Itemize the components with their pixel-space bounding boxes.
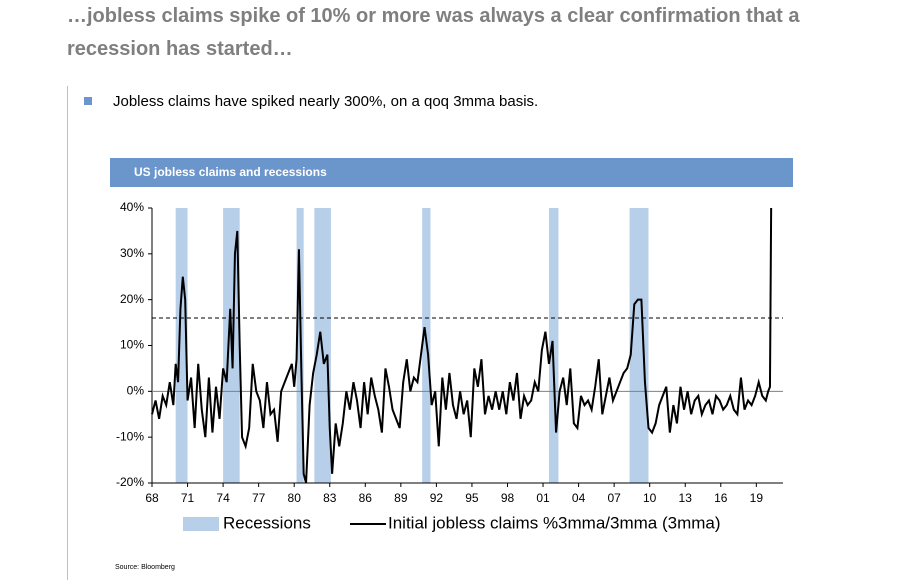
chart-header xyxy=(110,158,793,187)
x-tick-label: 77 xyxy=(252,491,266,505)
y-tick-label: 0% xyxy=(127,384,145,398)
headline-line: …jobless claims spike of 10% or more was… xyxy=(67,5,800,27)
y-tick-label: 20% xyxy=(120,292,144,306)
headline-line: recession has started… xyxy=(67,38,293,60)
legend-label: Initial jobless claims %3mma/3mma (3mma) xyxy=(388,513,721,532)
x-tick-label: 16 xyxy=(714,491,728,505)
y-tick-label: -20% xyxy=(116,475,144,489)
x-tick-label: 19 xyxy=(750,491,764,505)
x-tick-label: 07 xyxy=(607,491,621,505)
x-tick-label: 74 xyxy=(216,491,230,505)
bullet-text: Jobless claims have spiked nearly 300%, … xyxy=(113,93,538,110)
recession-band xyxy=(548,208,559,483)
x-tick-label: 01 xyxy=(536,491,550,505)
x-tick-label: 86 xyxy=(359,491,373,505)
source: Source: Bloomberg xyxy=(115,564,175,571)
plot: 40% 30% 20% 10% 0% -10% -20%68 71 74 77 80 83 86 89 92… xyxy=(116,200,783,532)
y-tick-label: 40% xyxy=(120,200,144,214)
y-tick-label: -10% xyxy=(116,429,144,443)
x-tick-label: 13 xyxy=(679,491,693,505)
y-tick-label: 10% xyxy=(120,338,144,352)
x-tick-label: 89 xyxy=(394,491,408,505)
x-tick-label: 04 xyxy=(572,491,586,505)
legend-swatch xyxy=(183,517,219,531)
x-tick-label: 83 xyxy=(323,491,337,505)
bullet-icon xyxy=(84,97,92,105)
x-tick-label: 95 xyxy=(465,491,479,505)
recession-band xyxy=(629,208,649,483)
x-tick-label: 80 xyxy=(288,491,302,505)
x-tick-label: 68 xyxy=(145,491,159,505)
chart-title: US jobless claims and recessions xyxy=(134,165,327,179)
x-tick-label: 71 xyxy=(181,491,195,505)
legend-label: Recessions xyxy=(223,513,311,532)
x-tick-label: 92 xyxy=(430,491,444,505)
x-tick-label: 98 xyxy=(501,491,515,505)
y-tick-label: 30% xyxy=(120,246,144,260)
recession-band xyxy=(175,208,188,483)
x-tick-label: 10 xyxy=(643,491,657,505)
data-line xyxy=(151,207,773,484)
